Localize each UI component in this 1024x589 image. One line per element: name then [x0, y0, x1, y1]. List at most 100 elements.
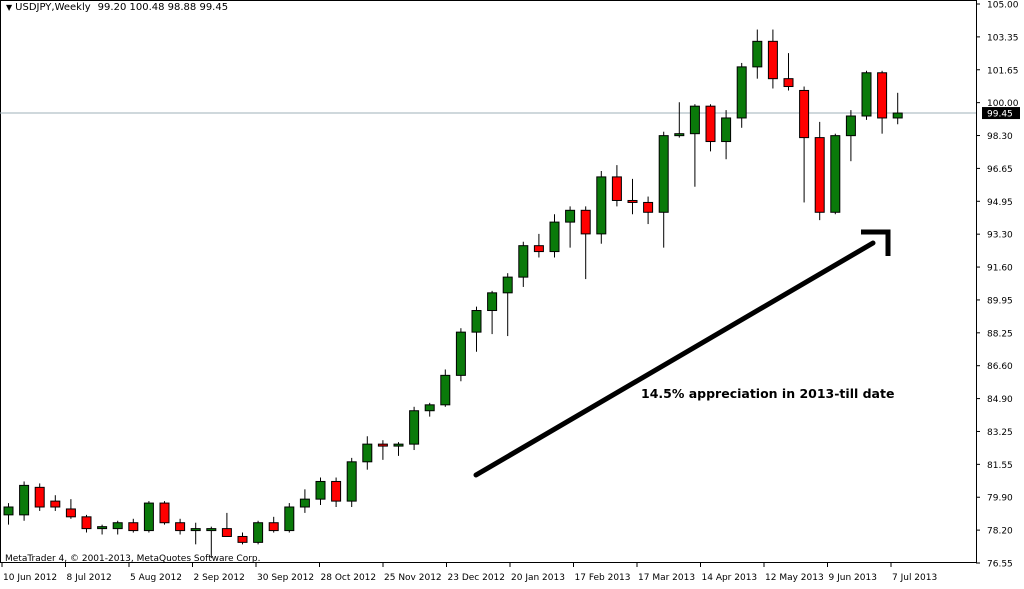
candle-body	[830, 135, 841, 213]
dropdown-triangle-icon[interactable]: ▼	[6, 3, 13, 12]
y-tick-label: 93.30	[987, 231, 1013, 241]
x-tick-label: 8 Jul 2012	[67, 573, 112, 583]
y-tick-label: 98.30	[987, 132, 1013, 142]
trend-arrow-shaft	[473, 240, 876, 478]
y-tick-label: 94.95	[987, 198, 1013, 208]
candle-body	[533, 245, 544, 253]
candle-body	[565, 209, 576, 223]
candle-body	[549, 221, 560, 253]
y-tick-label: 105.00	[987, 1, 1019, 11]
candle-body	[471, 310, 482, 333]
candle-body	[143, 502, 154, 532]
x-tick-label: 12 May 2013	[765, 573, 824, 583]
candle-body	[315, 480, 326, 500]
candle-body	[206, 528, 217, 532]
y-tick-label: 91.60	[987, 264, 1013, 274]
y-tick-label: 100.00	[987, 99, 1019, 109]
x-tick-label: 9 Jun 2013	[829, 573, 877, 583]
candle-body	[674, 133, 685, 137]
candle-body	[689, 105, 700, 135]
y-tick-label: 84.90	[987, 395, 1013, 405]
candle-body	[424, 404, 435, 412]
candle-body	[596, 176, 607, 235]
candle-body	[50, 500, 61, 508]
candle-body	[346, 461, 357, 502]
current-price-label: 99.45	[987, 110, 1013, 120]
candle-body	[34, 486, 45, 508]
x-tick-label: 10 Jun 2012	[3, 573, 57, 583]
candle-body	[97, 526, 108, 530]
y-tick-label: 88.25	[987, 329, 1013, 339]
candle-body	[237, 535, 248, 543]
candle-body	[377, 443, 388, 447]
candle-body	[705, 105, 716, 143]
candle-body	[128, 522, 139, 532]
current-price-box	[982, 107, 1020, 120]
candle-body	[767, 40, 778, 80]
candle-body	[518, 245, 529, 278]
candle-body	[175, 522, 186, 532]
candle-body	[190, 528, 201, 532]
candle-body	[253, 522, 264, 543]
y-tick-label: 101.65	[987, 66, 1019, 76]
y-tick-label: 96.65	[987, 165, 1013, 175]
y-tick-label: 86.60	[987, 362, 1013, 372]
candle-body	[721, 117, 732, 143]
chart-title: ▼ USDJPY,Weekly 99.20 100.48 98.88 99.45	[6, 2, 228, 13]
x-tick-label: 25 Nov 2012	[384, 573, 442, 583]
candle-body	[783, 78, 794, 88]
x-tick-label: 17 Feb 2013	[575, 573, 631, 583]
candle-body	[861, 72, 872, 117]
candle-body	[580, 209, 591, 235]
x-tick-label: 20 Jan 2013	[511, 573, 565, 583]
candle-body	[643, 201, 654, 213]
copyright-text: MetaTrader 4, © 2001-2013, MetaQuotes So…	[5, 554, 261, 564]
candle-body	[409, 410, 420, 445]
y-tick-label: 78.20	[987, 527, 1013, 537]
candle-body	[455, 331, 466, 376]
candle-body	[845, 115, 856, 137]
candle-body	[736, 66, 747, 119]
candle-body	[440, 374, 451, 406]
candle-body	[268, 522, 279, 532]
candle-body	[112, 522, 123, 530]
symbol-label: USDJPY,Weekly	[15, 2, 91, 13]
candle-body	[299, 498, 310, 508]
x-tick-label: 2 Sep 2012	[194, 573, 245, 583]
candle-body	[19, 484, 30, 516]
candle-body	[3, 506, 14, 516]
y-tick-label: 81.55	[987, 461, 1013, 471]
y-tick-label: 89.95	[987, 296, 1013, 306]
candle-body	[362, 443, 373, 463]
x-tick-label: 28 Oct 2012	[321, 573, 377, 583]
candle-body	[159, 502, 170, 524]
ohlc-label: 99.20 100.48 98.88 99.45	[97, 2, 229, 13]
x-tick-label: 7 Jul 2013	[892, 573, 937, 583]
plot-border	[0, 0, 977, 563]
candle-body	[487, 292, 498, 312]
candle-body	[877, 72, 888, 119]
candle-body	[892, 112, 903, 119]
candle-body	[752, 40, 763, 68]
candle-body	[81, 516, 92, 530]
candle-body	[799, 89, 810, 139]
candle-body	[331, 480, 342, 502]
candle-body	[502, 276, 513, 294]
candle-body	[658, 135, 669, 213]
x-tick-label: 14 Apr 2013	[702, 573, 758, 583]
candle-body	[393, 443, 404, 447]
x-tick-label: 5 Aug 2012	[130, 573, 182, 583]
annotation-text: 14.5% appreciation in 2013-till date	[641, 386, 895, 401]
trend-arrow-head	[861, 229, 891, 256]
candle-body	[611, 176, 622, 201]
candle-body	[284, 506, 295, 532]
candle-body	[814, 137, 825, 213]
x-tick-label: 17 Mar 2013	[638, 573, 695, 583]
candle-body	[65, 508, 76, 518]
candle-body	[627, 199, 638, 203]
y-tick-label: 76.55	[987, 560, 1013, 570]
y-tick-label: 103.35	[987, 33, 1019, 43]
y-tick-label: 83.25	[987, 428, 1013, 438]
